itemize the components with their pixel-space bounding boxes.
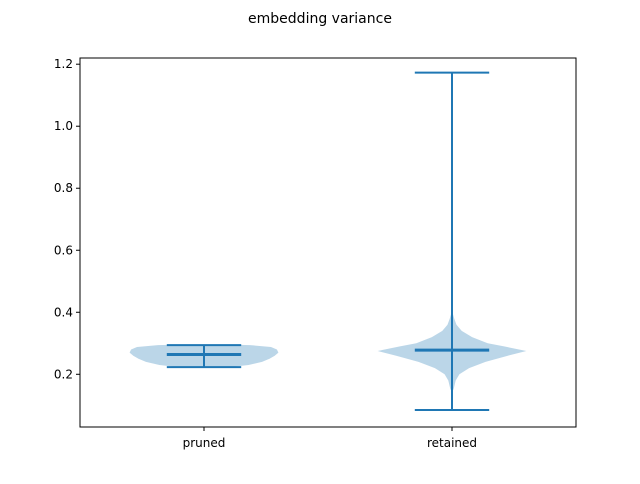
violin-lines bbox=[414, 71, 490, 411]
x-tick-label: retained bbox=[427, 436, 477, 450]
x-axis: pruned retained bbox=[183, 427, 477, 450]
y-tick-label: 0.4 bbox=[54, 305, 73, 319]
y-axis: 0.2 0.4 0.6 0.8 1.0 1.2 bbox=[54, 57, 80, 381]
y-tick-label: 0.2 bbox=[54, 367, 73, 381]
y-tick-label: 0.6 bbox=[54, 243, 73, 257]
x-tick-label: pruned bbox=[183, 436, 226, 450]
y-tick-label: 1.0 bbox=[54, 119, 73, 133]
violin-lines bbox=[166, 344, 242, 369]
violins-layer bbox=[129, 71, 527, 411]
plot-frame bbox=[79, 57, 577, 428]
y-tick-label: 1.2 bbox=[54, 57, 73, 71]
chart-title: embedding variance bbox=[248, 11, 392, 27]
y-tick-label: 0.8 bbox=[54, 181, 73, 195]
